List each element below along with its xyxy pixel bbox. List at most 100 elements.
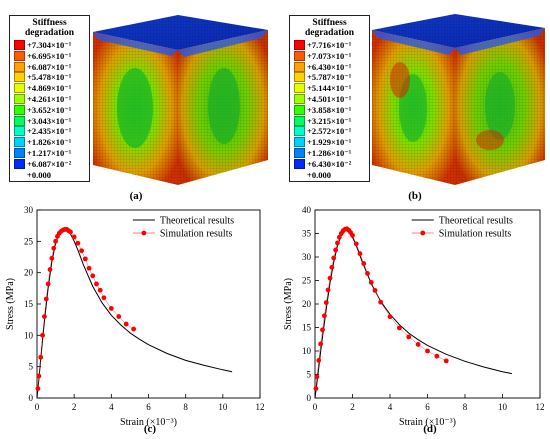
- legend-b-title-2: degradation: [304, 28, 355, 38]
- legend-a-swatch: [14, 72, 25, 83]
- chart-d-x-tick-label: 0: [313, 402, 318, 412]
- legend-a-value: +4.261×10⁻¹: [27, 94, 72, 104]
- legend-a-entry: +6.087×10⁻¹: [14, 61, 72, 73]
- chart-d-x-tick-label: 10: [498, 402, 508, 412]
- chart-c-simulation-point: [82, 256, 88, 262]
- legend-b-entry: +0.000: [294, 170, 331, 181]
- chart-d-y-tick-label: 0: [307, 393, 312, 403]
- chart-d-simulation-point: [368, 279, 374, 285]
- legend-a-swatch: [14, 126, 25, 137]
- legend-b-entry: +5.787×10⁻¹: [294, 72, 351, 83]
- chart-c-simulation-point: [90, 273, 96, 279]
- legend-b-value: +6.430×10⁻²: [307, 158, 352, 169]
- chart-c-series-theoretical-line: [36, 228, 233, 399]
- chart-d-simulation-point: [361, 261, 367, 266]
- legend-a-entry: +7.304×10⁻¹: [14, 40, 71, 51]
- chart-d-simulation-point: [406, 334, 412, 340]
- chart-c-simulation-point: [68, 229, 73, 235]
- legend-a-entry: +6.695×10⁻¹: [14, 50, 71, 62]
- legend-b-value: +5.144×10⁻¹: [307, 83, 352, 94]
- legend-a-value: +3.043×10⁻¹: [27, 115, 72, 126]
- legend-a-value: +3.652×10⁻¹: [27, 104, 72, 115]
- chart-c-x-tick-label: 2: [72, 402, 77, 412]
- legend-a-swatch: [14, 50, 25, 61]
- legend-b-value: +0.000: [307, 169, 331, 180]
- chart-c-simulation-point: [131, 326, 137, 332]
- chart-c-simulation-point: [40, 332, 45, 338]
- chart-c-legend-marker: [141, 230, 147, 236]
- legend-a-entry: +3.043×10⁻¹: [14, 115, 72, 127]
- legend-b-value: +5.787×10⁻¹: [307, 72, 352, 83]
- chart-d-simulation-point: [323, 300, 329, 305]
- chart-c-simulation-point: [51, 245, 57, 251]
- legend-b-swatch: [294, 83, 305, 94]
- chart-d-simulation-point: [434, 353, 440, 359]
- chart-c-simulation-point: [43, 296, 49, 302]
- chart-d-legend-label: Theoretical results: [439, 216, 513, 227]
- legend-a-entry: +2.435×10⁻¹: [14, 126, 71, 137]
- legend-b-swatch: [294, 104, 305, 115]
- legend-b-entry: +2.572×10⁻¹: [294, 126, 351, 137]
- chart-d-legend-marker: [420, 230, 426, 236]
- legend-b-value: +3.215×10⁻¹: [307, 115, 352, 126]
- legend-b-entry: +7.073×10⁻¹: [294, 50, 351, 62]
- chart-c-x-tick-label: 8: [183, 402, 188, 412]
- legend-a-value: +6.087×10⁻²: [27, 158, 72, 169]
- legend-b-swatch: [294, 158, 305, 169]
- legend-b-swatch: [294, 137, 305, 148]
- chart-c-simulation-point: [45, 281, 51, 287]
- legend-b-swatch: [294, 115, 305, 126]
- chart-d-simulation-point: [350, 232, 355, 238]
- legend-a-swatch: [14, 115, 25, 126]
- chart-d-simulation-point: [318, 341, 324, 347]
- chart-c-simulation-point: [116, 314, 122, 319]
- chart-d-simulation-point: [333, 247, 339, 253]
- legend-b-swatch: [294, 94, 305, 104]
- chart-c-simulation-point: [47, 267, 53, 272]
- legend-a-value: +1.826×10⁻¹: [27, 137, 72, 148]
- legend-a-swatch: [14, 83, 25, 94]
- legend-a-entry: +1.826×10⁻¹: [14, 137, 71, 148]
- chart-d-simulation-point: [313, 386, 319, 391]
- legend-b-entry: +4.501×10⁻¹: [294, 94, 351, 105]
- chart-c-x-tick-label: 12: [256, 402, 265, 412]
- legend-a-swatch: [14, 104, 25, 115]
- chart-c-simulation-point: [42, 314, 47, 319]
- legend-a: Stiffness degradation +7.304×10⁻¹ +6.695×…: [9, 15, 90, 182]
- chart-d-simulation-point: [336, 234, 342, 240]
- chart-d-y-tick-label: 30: [302, 252, 312, 262]
- chart-d-simulation-point: [327, 275, 333, 281]
- chart-d-simulation-point: [329, 264, 335, 270]
- chart-d-simulation-point: [335, 240, 340, 246]
- legend-b-swatch: [294, 61, 305, 72]
- legend-a-entry: +4.869×10⁻¹: [14, 83, 71, 94]
- panel-label-c: (c): [143, 423, 157, 435]
- legend-a-value: +1.217×10⁻¹: [27, 148, 72, 158]
- legend-a-swatch: [14, 158, 25, 169]
- chart-d-y-tick-label: 20: [302, 299, 312, 309]
- chart-d-legend-label: Simulation results: [439, 229, 512, 240]
- chart-d-simulation-point: [331, 255, 337, 261]
- legend-a-entry: +5.478×10⁻¹: [14, 72, 71, 83]
- chart-c-y-axis-title: Stress (MPa): [5, 278, 16, 330]
- chart-c-simulation-point: [71, 234, 77, 240]
- legend-a-entry: +3.652×10⁻¹: [14, 104, 72, 116]
- chart-d-y-tick-label: 5: [307, 370, 312, 380]
- chart-d-simulation-point: [365, 271, 370, 276]
- legend-b-entry: +3.858×10⁻¹: [294, 104, 351, 116]
- chart-c-simulation-point: [86, 265, 92, 271]
- legend-a-swatch: [14, 40, 25, 50]
- legend-a-title-1: Stiffness: [32, 18, 67, 28]
- chart-d-simulation-point: [321, 313, 327, 319]
- legend-b-swatch: [294, 126, 305, 137]
- chart-d-simulation-point: [443, 358, 449, 364]
- chart-d-x-tick-label: 8: [463, 402, 468, 412]
- chart-c-x-tick-label: 6: [146, 402, 151, 412]
- chart-c-simulation-point: [101, 295, 107, 301]
- legend-b-value: +4.501×10⁻¹: [307, 94, 352, 104]
- legend-b-value: +2.572×10⁻¹: [307, 126, 352, 137]
- legend-a-value: +6.087×10⁻¹: [27, 61, 72, 72]
- legend-a-entry: +1.217×10⁻¹: [14, 148, 71, 159]
- chart-d-x-tick-label: 6: [425, 402, 430, 412]
- legend-b-value: +1.929×10⁻¹: [307, 137, 352, 148]
